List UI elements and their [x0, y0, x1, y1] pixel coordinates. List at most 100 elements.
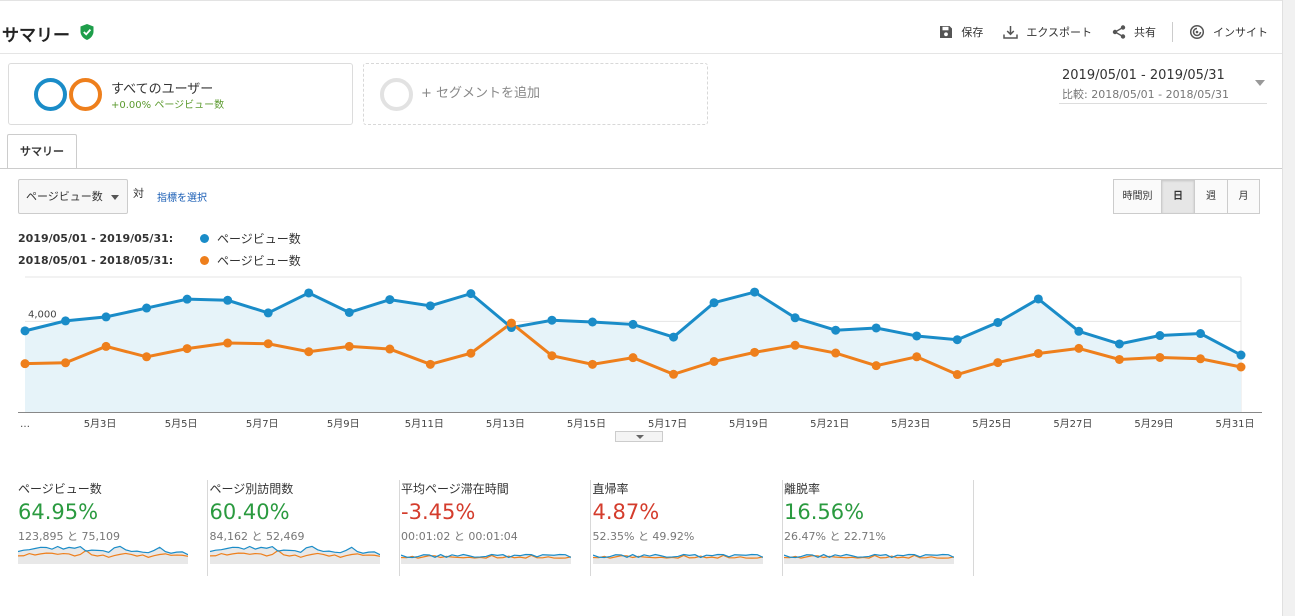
granularity-week-button[interactable]: 週: [1194, 179, 1228, 214]
data-point-compare[interactable]: [263, 339, 273, 349]
pageviews-line-chart[interactable]: 2,0004,0006,000…5月3日5月5日5月7日5月9日5月11日5月1…: [0, 275, 1282, 445]
data-point-compare[interactable]: [547, 351, 557, 361]
data-point-current[interactable]: [182, 294, 192, 304]
data-point-current[interactable]: [547, 315, 557, 325]
scorecard-title: 平均ページ滞在時間: [401, 482, 509, 496]
data-point-compare[interactable]: [466, 348, 476, 358]
data-point-current[interactable]: [1195, 329, 1205, 339]
data-point-current[interactable]: [1114, 339, 1124, 349]
data-point-current[interactable]: [1074, 326, 1084, 336]
granularity-hourly-button[interactable]: 時間別: [1113, 179, 1162, 214]
x-tick-label: 5月7日: [246, 418, 279, 430]
data-point-current[interactable]: [669, 332, 679, 342]
granularity-day-button[interactable]: 日: [1161, 179, 1195, 214]
data-point-compare[interactable]: [1074, 343, 1084, 353]
data-point-current[interactable]: [1155, 331, 1165, 341]
export-button[interactable]: エクスポート: [1003, 24, 1092, 40]
data-point-compare[interactable]: [385, 344, 395, 354]
granularity-toggle: 時間別 日 週 月: [1113, 179, 1260, 214]
data-point-compare[interactable]: [20, 359, 30, 369]
data-point-current[interactable]: [61, 316, 71, 326]
tab-summary[interactable]: サマリー: [7, 134, 77, 169]
data-point-current[interactable]: [1033, 294, 1043, 304]
data-point-compare[interactable]: [304, 347, 314, 357]
data-point-current[interactable]: [912, 331, 922, 341]
granularity-month-button[interactable]: 月: [1227, 179, 1260, 214]
date-range-picker[interactable]: 2019/05/01 - 2019/05/31 比較: 2018/05/01 -…: [1059, 66, 1267, 104]
data-point-compare[interactable]: [993, 358, 1003, 368]
data-point-current[interactable]: [101, 312, 111, 322]
data-point-current[interactable]: [587, 317, 597, 327]
data-point-current[interactable]: [709, 298, 719, 308]
data-point-compare[interactable]: [1155, 352, 1165, 362]
data-point-compare[interactable]: [1033, 348, 1043, 358]
data-point-compare[interactable]: [61, 358, 71, 368]
report-actions: 保存 エクスポート 共有 インサイト: [919, 22, 1268, 42]
data-point-compare[interactable]: [344, 341, 354, 351]
scorecard-title: ページ別訪問数: [209, 482, 294, 496]
segment-all-users[interactable]: すべてのユーザー +0.00% ページビュー数: [8, 63, 353, 125]
data-point-current[interactable]: [790, 313, 800, 323]
data-point-compare[interactable]: [709, 356, 719, 366]
scorecard-sparkline: [209, 545, 380, 564]
scorecard-exit-rate[interactable]: 離脱率 16.56% 26.47% と 22.71%: [784, 480, 974, 576]
scorecard-avg-time-on-page[interactable]: 平均ページ滞在時間 -3.45% 00:01:02 と 00:01:04: [401, 480, 591, 576]
data-point-compare[interactable]: [587, 359, 597, 369]
data-point-current[interactable]: [304, 288, 314, 298]
data-point-compare[interactable]: [628, 353, 638, 363]
sparkline-line: [592, 553, 763, 559]
x-tick-label: 5月17日: [648, 418, 687, 430]
select-metric-link[interactable]: 指標を選択: [157, 193, 207, 204]
insights-button[interactable]: インサイト: [1189, 24, 1268, 40]
data-point-current[interactable]: [142, 303, 152, 313]
data-point-compare[interactable]: [912, 352, 922, 362]
scrollbar-track[interactable]: [1282, 0, 1295, 616]
share-button[interactable]: 共有: [1112, 24, 1156, 40]
data-point-current[interactable]: [952, 335, 962, 345]
chart-collapse-toggle[interactable]: [615, 431, 663, 442]
data-point-current[interactable]: [993, 317, 1003, 327]
data-point-compare[interactable]: [506, 318, 516, 328]
data-point-compare[interactable]: [182, 344, 192, 354]
metric-dropdown[interactable]: ページビュー数: [18, 179, 128, 214]
segment-orange-circle-icon: [69, 78, 102, 111]
add-segment-button[interactable]: + セグメントを追加: [363, 63, 708, 125]
scorecard-sparkline: [784, 553, 954, 564]
data-point-compare[interactable]: [101, 341, 111, 351]
scorecard-pageviews[interactable]: ページビュー数 64.95% 123,895 と 75,109: [18, 480, 208, 576]
data-point-compare[interactable]: [790, 340, 800, 350]
data-point-compare[interactable]: [871, 361, 881, 371]
data-point-compare[interactable]: [952, 370, 962, 380]
data-point-compare[interactable]: [669, 369, 679, 379]
data-point-compare[interactable]: [1236, 362, 1246, 372]
data-point-compare[interactable]: [831, 348, 841, 358]
data-point-current[interactable]: [1236, 350, 1246, 360]
data-point-current[interactable]: [750, 287, 760, 297]
scorecard-values: 84,162 と 52,469: [209, 530, 305, 543]
data-point-current[interactable]: [466, 289, 476, 299]
scorecard-title: 離脱率: [784, 482, 821, 496]
save-button[interactable]: 保存: [939, 24, 983, 40]
data-point-current[interactable]: [344, 307, 354, 317]
scorecard-bounce-rate[interactable]: 直帰率 4.87% 52.35% と 49.92%: [592, 480, 783, 576]
data-point-compare[interactable]: [223, 338, 233, 348]
caret-down-icon: [111, 195, 119, 200]
data-point-current[interactable]: [20, 326, 30, 336]
legend-label-compare: ページビュー数: [217, 254, 301, 268]
scorecard-unique-pageviews[interactable]: ページ別訪問数 60.40% 84,162 と 52,469: [209, 480, 400, 576]
data-point-current[interactable]: [831, 325, 841, 335]
date-range-compare: 比較: 2018/05/01 - 2018/05/31: [1062, 88, 1229, 101]
scorecard-sparkline: [401, 553, 571, 564]
data-point-current[interactable]: [263, 308, 273, 318]
data-point-current[interactable]: [628, 319, 638, 329]
export-label: エクスポート: [1026, 26, 1092, 39]
data-point-current[interactable]: [871, 323, 881, 333]
data-point-compare[interactable]: [1195, 354, 1205, 364]
data-point-current[interactable]: [223, 295, 233, 305]
data-point-compare[interactable]: [750, 347, 760, 357]
data-point-compare[interactable]: [425, 359, 435, 369]
data-point-compare[interactable]: [142, 352, 152, 362]
data-point-current[interactable]: [425, 301, 435, 311]
data-point-compare[interactable]: [1114, 354, 1124, 364]
data-point-current[interactable]: [385, 295, 395, 305]
